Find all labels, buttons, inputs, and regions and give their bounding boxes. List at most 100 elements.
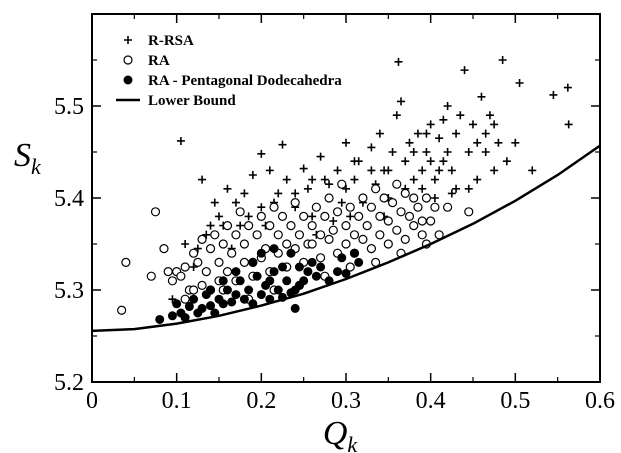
data-point (282, 175, 291, 184)
data-point (215, 212, 223, 221)
data-point (316, 253, 326, 263)
data-point (231, 198, 240, 207)
series-1 (117, 179, 474, 315)
data-point (456, 111, 465, 120)
data-point (193, 244, 202, 253)
data-point (244, 221, 254, 231)
data-point (409, 221, 419, 231)
data-point (430, 175, 439, 184)
data-point (256, 248, 266, 258)
legend-label: Lower Bound (148, 93, 236, 109)
data-point (528, 166, 537, 175)
data-point (273, 285, 283, 295)
data-point (256, 290, 266, 300)
data-point (435, 166, 444, 175)
data-point (418, 166, 427, 175)
data-point (515, 79, 524, 87)
data-point (146, 271, 156, 281)
data-point (265, 166, 274, 175)
legend-label: RA - Pentagonal Dodecahedra (148, 73, 342, 89)
data-point (324, 234, 334, 244)
data-point (269, 267, 279, 277)
data-point (367, 143, 376, 152)
data-point (277, 211, 288, 221)
data-point (168, 295, 177, 304)
x-tick-label: 0.3 (331, 388, 361, 414)
data-point (473, 138, 482, 147)
data-point (299, 164, 308, 173)
y-tick-label: 5.3 (54, 278, 84, 304)
data-point (252, 271, 262, 281)
x-axis-title: Qk (323, 415, 359, 453)
data-point (417, 230, 427, 240)
data-point (563, 83, 572, 92)
data-point (172, 299, 182, 309)
data-point (383, 239, 393, 249)
data-point (460, 66, 469, 75)
data-point (303, 184, 312, 193)
data-point (443, 148, 452, 156)
data-point (464, 207, 474, 217)
y-tick-label: 5.2 (54, 370, 84, 396)
data-point (316, 152, 325, 161)
data-point (231, 267, 241, 277)
legend-label: RA (148, 53, 170, 69)
x-tick-label: 0.1 (162, 388, 192, 414)
data-point (325, 180, 334, 189)
data-point (469, 120, 477, 129)
chart-marks (91, 56, 601, 333)
data-point (337, 253, 347, 263)
data-point (409, 175, 418, 184)
data-point (375, 211, 385, 221)
data-point (311, 271, 321, 281)
data-point (481, 129, 490, 138)
data-point (332, 207, 343, 217)
x-tick-label: 0.5 (500, 388, 530, 414)
data-point (350, 157, 359, 166)
data-point (159, 244, 169, 254)
data-point (218, 239, 228, 249)
data-point (278, 140, 287, 149)
data-point (464, 148, 473, 156)
data-point (222, 267, 233, 277)
data-point (549, 90, 558, 99)
data-point (324, 193, 334, 203)
data-point (239, 294, 249, 304)
data-point (405, 138, 414, 147)
data-point (397, 97, 406, 106)
data-point (202, 230, 211, 239)
data-point (176, 271, 186, 281)
data-point (320, 175, 329, 184)
data-point (180, 294, 190, 304)
data-point (452, 129, 461, 138)
data-point (401, 157, 410, 166)
data-point (291, 189, 300, 198)
data-point (210, 230, 220, 240)
data-point (435, 134, 444, 143)
data-point (257, 203, 266, 212)
data-point (375, 230, 385, 240)
data-point (181, 240, 190, 248)
data-point (236, 221, 245, 230)
data-point (430, 194, 439, 202)
data-point (198, 175, 207, 184)
x-axis-ticks: 0 0.1 0.2 0.3 0.4 0.5 0.6 (86, 14, 615, 414)
data-point (490, 166, 499, 175)
data-point (294, 262, 304, 272)
data-point (413, 129, 422, 138)
data-point (354, 211, 364, 221)
legend-marker (123, 55, 133, 65)
data-point (273, 230, 283, 240)
data-point (464, 184, 473, 193)
x-axis-title-subscript: k (347, 432, 358, 453)
data-point (299, 276, 309, 286)
data-point (269, 202, 279, 212)
data-point (269, 244, 279, 254)
data-point (354, 257, 364, 267)
data-point (197, 280, 207, 290)
data-point (366, 244, 376, 254)
data-point (189, 285, 199, 295)
data-point (214, 257, 224, 267)
data-point (286, 221, 296, 231)
